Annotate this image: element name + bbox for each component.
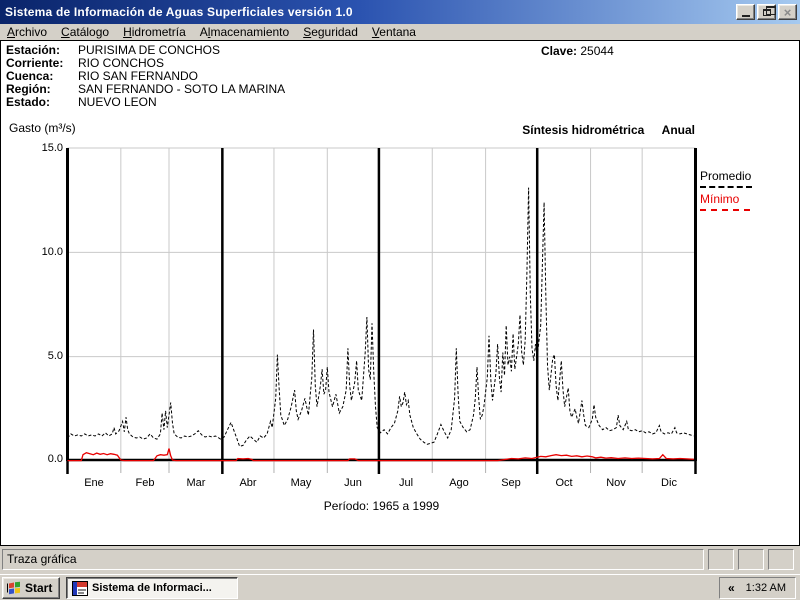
menu-catalogo[interactable]: Catálogo <box>54 25 116 39</box>
menu-seguridad[interactable]: Seguridad <box>296 25 365 39</box>
month-dic: Dic <box>661 477 677 489</box>
month-abr: Abr <box>239 477 256 489</box>
taskbar: Start Sistema de Informaci... « 1:32 AM <box>0 574 800 600</box>
clave-value: 25044 <box>580 44 613 58</box>
chart-canvas <box>66 148 697 475</box>
chart-header-title: Síntesis hidrométrica <box>522 123 644 137</box>
tray-clock: 1:32 AM <box>741 582 795 594</box>
month-jul: Jul <box>399 477 413 489</box>
month-may: May <box>291 477 312 489</box>
menu-bar: Archivo Catálogo Hidrometría Almacenamie… <box>0 24 800 40</box>
plot-area <box>66 148 697 475</box>
month-feb: Feb <box>136 477 155 489</box>
restore-button[interactable] <box>757 4 776 20</box>
month-oct: Oct <box>555 477 572 489</box>
month-ene: Ene <box>84 477 104 489</box>
y-tick-0: 0.0 <box>25 453 63 465</box>
month-sep: Sep <box>501 477 521 489</box>
chart-header: Síntesis hidrométrica Anual <box>522 123 695 137</box>
minimize-icon <box>742 15 750 17</box>
month-mar: Mar <box>187 477 206 489</box>
legend-promedio-line-sample <box>700 186 752 188</box>
period-label: Período: 1965 a 1999 <box>67 499 696 513</box>
window-controls: × <box>736 4 797 20</box>
clave-label: Clave: <box>541 44 577 58</box>
close-icon: × <box>784 6 792 19</box>
chart-header-mode: Anual <box>662 123 695 137</box>
legend-promedio-label: Promedio <box>700 169 796 183</box>
month-nov: Nov <box>606 477 626 489</box>
taskbar-task-sistema[interactable]: Sistema de Informaci... <box>66 577 238 599</box>
status-message: Traza gráfica <box>2 549 704 570</box>
y-axis-title: Gasto (m³/s) <box>9 121 76 135</box>
legend-promedio: Promedio <box>700 169 796 188</box>
station-info: Estación: PURISIMA DE CONCHOS Corriente:… <box>6 44 285 109</box>
y-tick-5: 5.0 <box>25 350 63 362</box>
status-pane-3 <box>768 549 794 570</box>
system-tray: « 1:32 AM <box>719 577 796 599</box>
windows-flag-icon <box>6 581 22 595</box>
info-label: Estado: <box>6 96 78 109</box>
y-tick-10: 10.0 <box>25 246 63 258</box>
start-button[interactable]: Start <box>2 577 60 599</box>
menu-ventana[interactable]: Ventana <box>365 25 423 39</box>
month-jun: Jun <box>344 477 362 489</box>
menu-almacenamiento[interactable]: Almacenamiento <box>193 25 296 39</box>
info-row-estado: Estado: NUEVO LEON <box>6 96 285 109</box>
main-content: Estación: PURISIMA DE CONCHOS Corriente:… <box>0 40 800 546</box>
y-tick-15: 15.0 <box>25 142 63 154</box>
legend-minimo-label: Mínimo <box>700 192 796 206</box>
menu-hidrometria[interactable]: Hidrometría <box>116 25 193 39</box>
menu-archivo[interactable]: Archivo <box>0 25 54 39</box>
info-value: NUEVO LEON <box>78 96 157 109</box>
status-bar: Traza gráfica <box>0 546 800 574</box>
taskbar-task-label: Sistema de Informaci... <box>92 582 212 594</box>
status-pane-2 <box>738 549 764 570</box>
legend-minimo-line-sample <box>700 209 750 211</box>
chart-legend: Promedio Mínimo <box>700 169 796 215</box>
title-bar: Sistema de Información de Aguas Superfic… <box>0 0 800 24</box>
minimize-button[interactable] <box>736 4 755 20</box>
window-title: Sistema de Información de Aguas Superfic… <box>0 5 353 19</box>
app-icon <box>72 581 88 596</box>
restore-icon <box>763 9 771 16</box>
legend-minimo: Mínimo <box>700 192 796 211</box>
month-ago: Ago <box>449 477 469 489</box>
status-pane-1 <box>708 549 734 570</box>
clave-field: Clave: 25044 <box>541 44 614 58</box>
close-button[interactable]: × <box>778 4 797 20</box>
tray-expand-icon[interactable]: « <box>720 581 741 595</box>
start-button-label: Start <box>25 581 52 595</box>
